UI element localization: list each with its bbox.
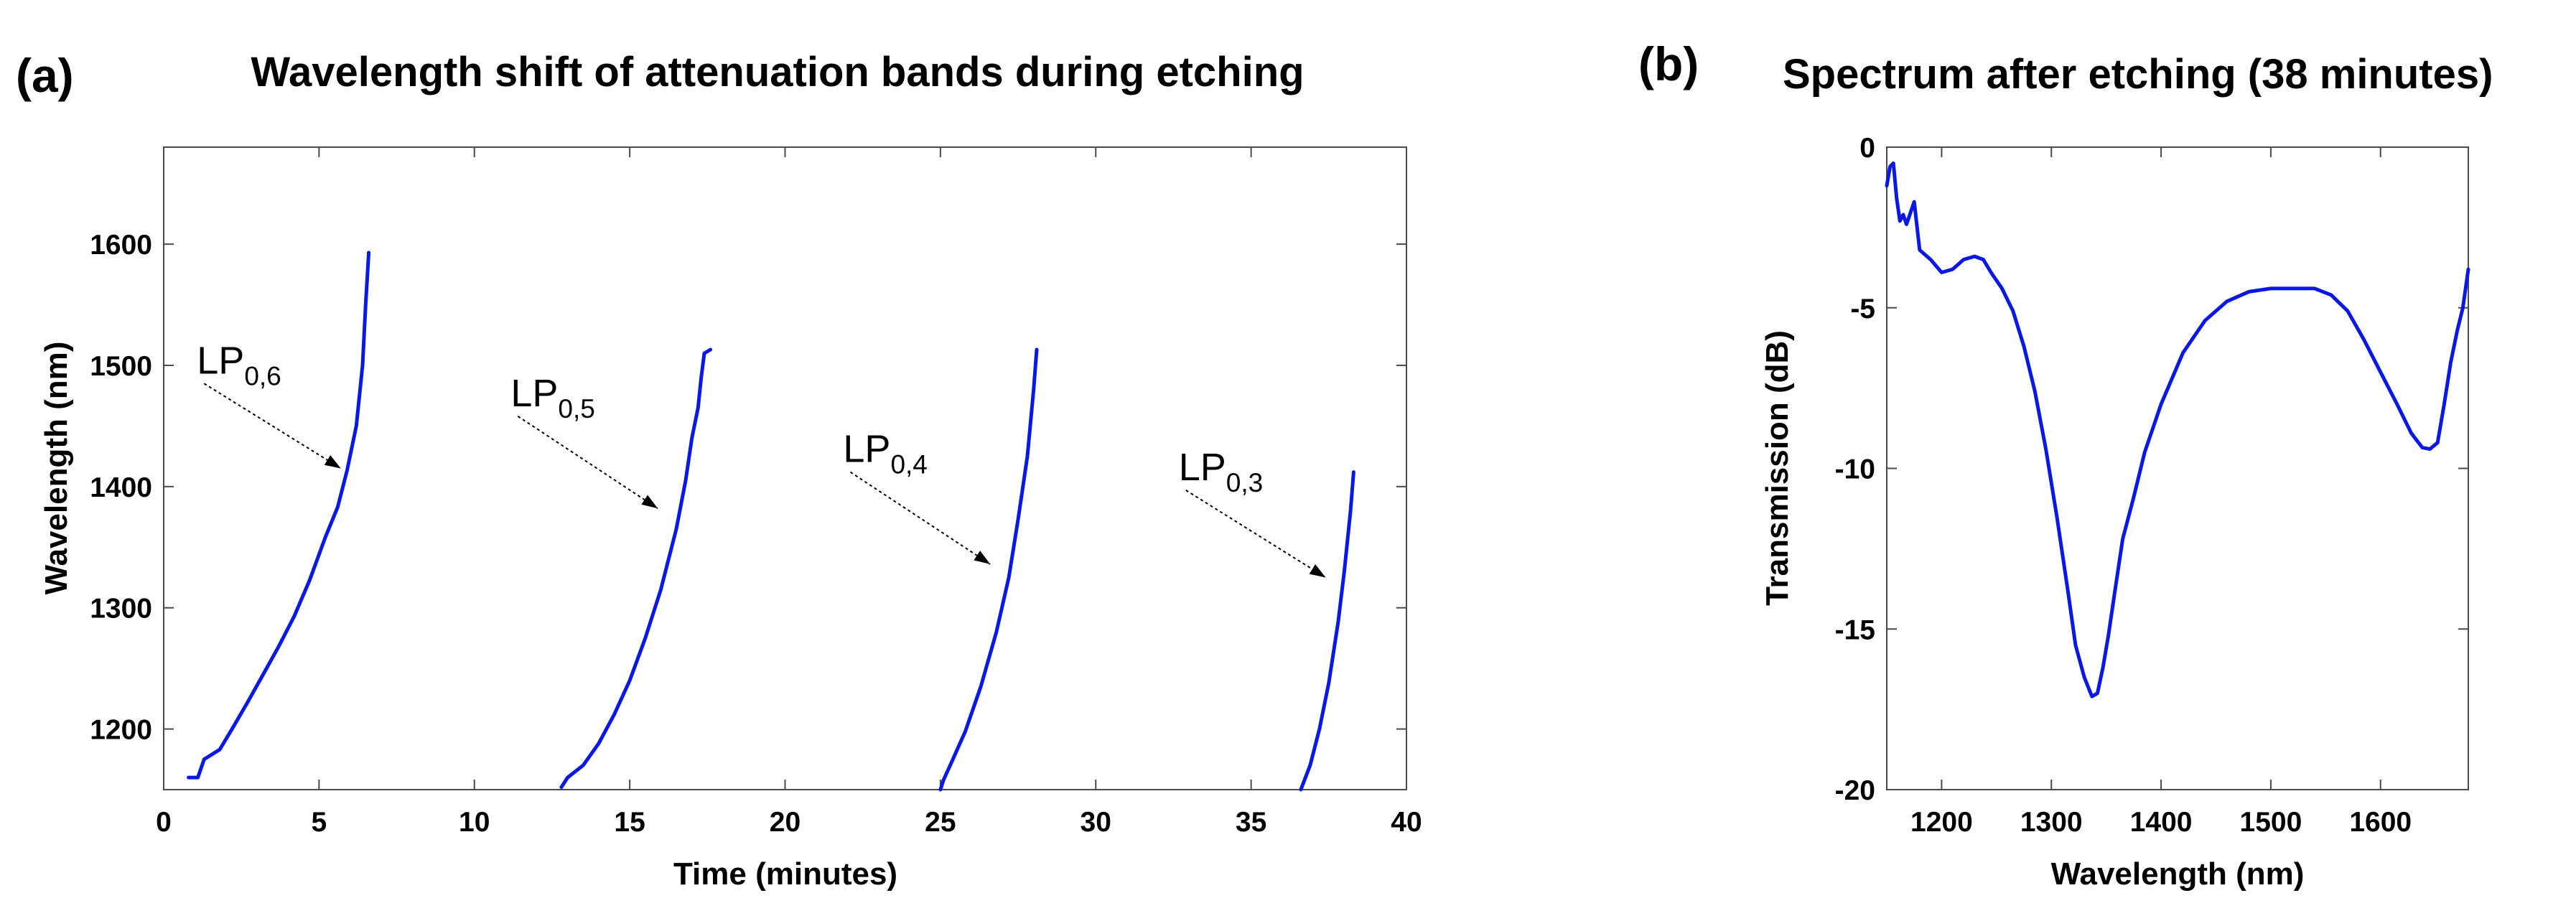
panel-a-x-tick-label: 35	[1236, 807, 1266, 838]
panel-b-x-tick-label: 1400	[2130, 807, 2193, 838]
annotation-arrow-line	[203, 383, 342, 469]
annotation-arrow-line	[1185, 490, 1327, 579]
panel-b-x-ticks: 1200 1300 1400 1500 1600	[1910, 147, 2412, 838]
annotation-arrow-line	[849, 471, 991, 565]
panel-b-title: Spectrum after etching (38 minutes)	[1783, 51, 2493, 98]
panel-b-y-tick-label: 0	[1859, 133, 1875, 164]
mode-label-subscript: 0,3	[1226, 468, 1263, 497]
panel-a-x-tick-label: 25	[925, 807, 956, 838]
panel-a-plot-area	[163, 146, 1407, 790]
panel-a-title: Wavelength shift of attenuation bands du…	[251, 49, 1304, 95]
mode-label-4: LP0,3	[1179, 446, 1264, 497]
panel-a-y-tick-label: 1500	[90, 351, 152, 382]
panel-b-y-tick-label: -15	[1835, 614, 1875, 645]
panel-b-x-tick-label: 1500	[2240, 807, 2302, 838]
mode-label-1: LP0,6	[197, 339, 281, 391]
arrow-head-icon	[324, 455, 341, 469]
panel-a-x-tick-label: 0	[156, 807, 172, 838]
mode-label-base: LP	[197, 339, 244, 382]
panel-a-series-line-4	[1299, 470, 1355, 792]
panel-a-y-ticks: 1200 1300 1400 1500 1600	[90, 230, 1406, 746]
mode-label-base: LP	[510, 372, 558, 415]
panel-a-x-tick-label: 15	[614, 807, 645, 838]
panel-b-y-ticks: -20 -15 -10 -5 0	[1835, 133, 2468, 806]
mode-label-base: LP	[1179, 446, 1226, 489]
panel-a-x-tick-label: 5	[312, 807, 327, 838]
panel-b-x-axis-label: Wavelength (nm)	[2051, 856, 2305, 892]
panel-a-x-tick-label: 10	[459, 807, 490, 838]
panel-a-series-line-3	[938, 347, 1039, 792]
annotation-arrow-line	[517, 416, 658, 510]
panel-b-y-axis-label: Transmission (dB)	[1760, 330, 1795, 606]
arrow-head-icon	[974, 551, 991, 564]
panel-b-x-tick-label: 1200	[1910, 807, 1973, 838]
panel-a-x-tick-label: 20	[770, 807, 801, 838]
panel-a-x-axis-label: Time (minutes)	[673, 856, 897, 892]
panel-b-plot-area	[1886, 146, 2469, 790]
panel-b-y-tick-label: -20	[1835, 775, 1875, 806]
panel-a-y-tick-label: 1200	[90, 715, 152, 746]
panel-a-y-tick-label: 1300	[90, 594, 152, 625]
panel-b-x-tick-label: 1300	[2020, 807, 2083, 838]
panel-b-series-line-1	[1885, 161, 2470, 698]
panel-a-label: (a)	[16, 49, 74, 102]
mode-label-base: LP	[843, 428, 890, 471]
panel-b-series	[1885, 161, 2470, 698]
panel-b: (b) Spectrum after etching (38 minutes) …	[1638, 37, 2493, 892]
panel-a: (a) Wavelength shift of attenuation band…	[16, 49, 1422, 892]
panel-a-series-line-2	[559, 347, 713, 790]
panel-a-series	[187, 251, 1355, 792]
panel-a-x-ticks: 0 5 10 15 20 25 30 35 40	[156, 147, 1422, 838]
panel-a-y-tick-label: 1600	[90, 230, 152, 261]
mode-label-2: LP0,5	[510, 372, 595, 424]
arrow-head-icon	[1309, 564, 1326, 578]
panel-a-y-axis-label: Wavelength (nm)	[39, 342, 74, 595]
arrow-head-icon	[641, 495, 658, 509]
panel-b-y-tick-label: -5	[1850, 294, 1875, 324]
mode-label-subscript: 0,5	[558, 394, 594, 424]
panel-a-series-line-1	[187, 251, 371, 780]
panel-a-y-tick-label: 1400	[90, 472, 152, 503]
panel-b-x-tick-label: 1600	[2349, 807, 2412, 838]
mode-label-3: LP0,4	[843, 428, 928, 480]
panel-b-y-tick-label: -10	[1835, 454, 1875, 485]
panel-a-x-tick-label: 40	[1391, 807, 1422, 838]
panel-b-label: (b)	[1638, 37, 1699, 90]
mode-label-subscript: 0,4	[890, 450, 927, 480]
panel-a-x-tick-label: 30	[1081, 807, 1111, 838]
mode-label-subscript: 0,6	[244, 361, 281, 391]
